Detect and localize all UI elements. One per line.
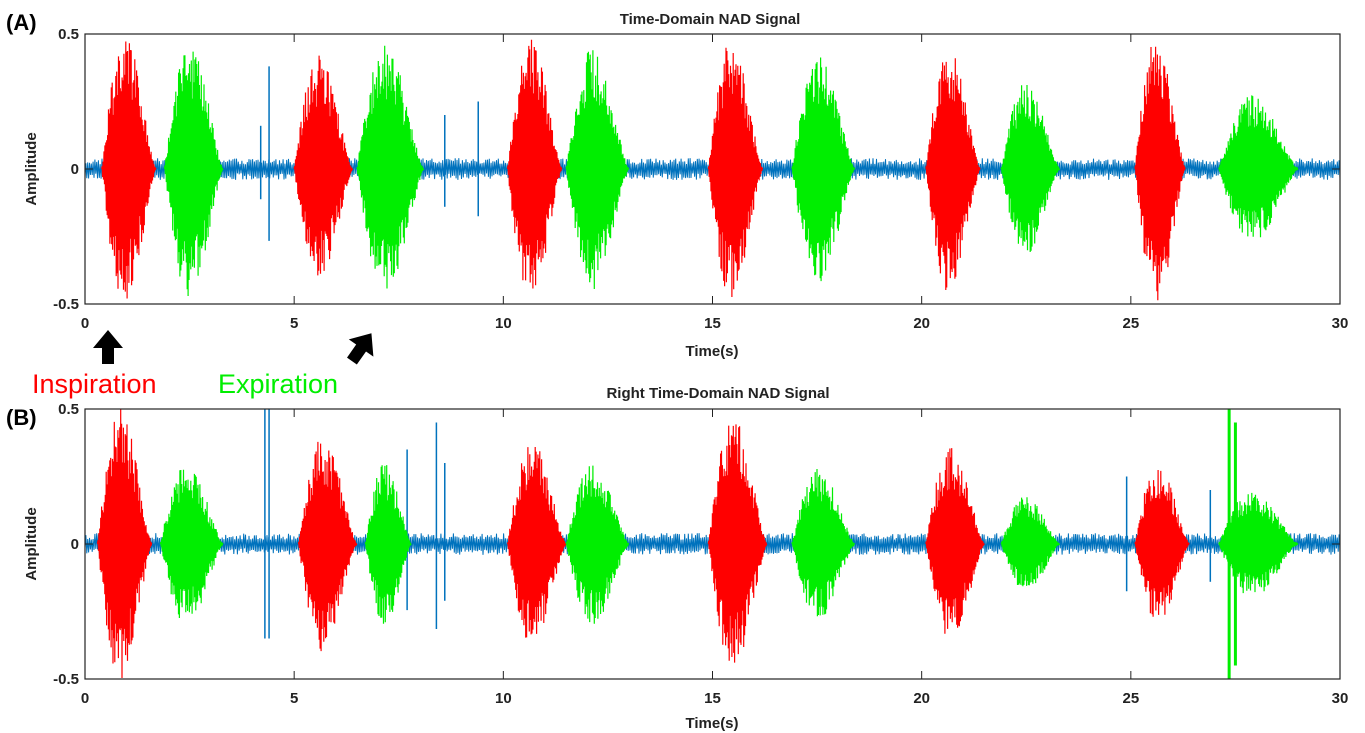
x-tick-label: 20 — [913, 690, 930, 707]
panel-a: (A) Time-Domain NAD Signal 0 5 10 15 20 25 30 … — [6, 10, 1349, 365]
inspiration-segment — [297, 441, 358, 652]
x-tick-label: 5 — [290, 690, 298, 707]
x-tick-label: 10 — [495, 315, 512, 332]
signal-trace-b — [84, 409, 1341, 679]
expiration-segment — [1000, 497, 1061, 587]
expiration-segment — [791, 57, 856, 282]
inspiration-segment — [925, 58, 981, 291]
expiration-segment — [1218, 95, 1299, 238]
inspiration-segment — [1134, 469, 1190, 617]
expiration-segment — [565, 465, 630, 624]
panel-label-a: (A) — [6, 10, 37, 35]
expiration-segment — [1218, 492, 1299, 594]
expiration-segment — [356, 45, 425, 289]
legend-inspiration: Inspiration — [32, 369, 157, 399]
inspiration-segment — [96, 409, 153, 679]
x-tick-label: 0 — [81, 315, 89, 332]
x-tick-label: 15 — [704, 315, 721, 332]
x-ticks-a: 0 5 10 15 20 25 30 — [81, 34, 1349, 332]
panel-b: (B) Right Time-Domain NAD Signal 0 5 10 15 2… — [6, 385, 1348, 732]
chart-title-a: Time-Domain NAD Signal — [620, 11, 801, 28]
panel-label-b: (B) — [6, 405, 37, 430]
expiration-segment — [163, 51, 224, 297]
arrow-markers-a — [93, 330, 374, 365]
y-ticks-b: -0.5 0 0.5 — [53, 401, 1340, 688]
x-tick-label: 5 — [290, 315, 298, 332]
x-tick-label: 25 — [1122, 690, 1139, 707]
inspiration-segment — [293, 55, 354, 276]
x-tick-label: 30 — [1332, 690, 1349, 707]
y-tick-label: -0.5 — [53, 296, 79, 313]
expiration-segment — [791, 468, 856, 617]
y-axis-label-a: Amplitude — [23, 132, 40, 205]
y-ticks-a: -0.5 0 0.5 — [53, 26, 1340, 313]
chart-title-b: Right Time-Domain NAD Signal — [606, 385, 829, 402]
y-axis-label-b: Amplitude — [23, 507, 40, 580]
arrow-up-icon — [347, 333, 374, 365]
inspiration-segment — [707, 47, 764, 298]
expiration-segment — [1000, 84, 1061, 253]
x-ticks-b: 0 5 10 15 20 25 30 — [81, 409, 1349, 707]
inspiration-segment — [101, 41, 157, 299]
inspiration-segment — [925, 448, 985, 634]
inspiration-segment — [707, 424, 768, 663]
inspiration-segment — [506, 446, 567, 638]
x-tick-label: 15 — [704, 690, 721, 707]
y-tick-label: -0.5 — [53, 671, 79, 688]
expiration-segment — [159, 469, 224, 619]
y-tick-label: 0.5 — [58, 26, 79, 43]
x-tick-label: 10 — [495, 690, 512, 707]
x-tick-label: 20 — [913, 315, 930, 332]
expiration-segment — [364, 465, 412, 624]
x-axis-label-a: Time(s) — [685, 343, 738, 360]
y-tick-label: 0 — [71, 536, 79, 553]
expiration-segment — [565, 50, 630, 290]
y-tick-label: 0.5 — [58, 401, 79, 418]
x-tick-label: 25 — [1122, 315, 1139, 332]
x-tick-label: 0 — [81, 690, 89, 707]
y-tick-label: 0 — [71, 161, 79, 178]
legend-expiration: Expiration — [218, 369, 338, 399]
x-tick-label: 30 — [1332, 315, 1349, 332]
inspiration-segment — [1134, 46, 1186, 301]
x-axis-label-b: Time(s) — [685, 715, 738, 732]
inspiration-segment — [506, 39, 563, 289]
arrow-up-icon — [93, 330, 123, 364]
signal-trace-a — [84, 39, 1341, 301]
